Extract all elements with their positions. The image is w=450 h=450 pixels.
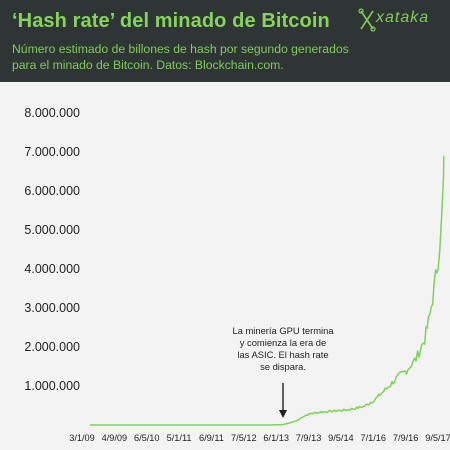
x-tick-label: 7/1/16 bbox=[360, 433, 386, 443]
x-tick-label: 7/9/13 bbox=[296, 433, 322, 443]
annotation-text: se dispara. bbox=[260, 361, 306, 372]
x-tick-label: 5/1/11 bbox=[167, 433, 192, 443]
x-tick-label: 7/5/12 bbox=[231, 433, 257, 443]
y-tick-label: 7.000.000 bbox=[24, 145, 80, 159]
hash-rate-line bbox=[90, 155, 445, 426]
y-tick-label: 4.000.000 bbox=[24, 262, 80, 276]
annotation-text: y comienza la era de bbox=[240, 337, 327, 348]
x-tick-label: 6/5/10 bbox=[134, 433, 160, 443]
x-tick-label: 7/9/16 bbox=[393, 433, 419, 443]
x-tick-label: 9/5/14 bbox=[328, 433, 354, 443]
logo-wordmark: xataka bbox=[376, 9, 430, 26]
y-tick-label: 2.000.000 bbox=[24, 340, 80, 354]
annotation-text: La minería GPU termina bbox=[232, 325, 334, 336]
xataka-logo: xataka bbox=[358, 8, 438, 32]
xataka-logo-mark-icon bbox=[358, 8, 376, 32]
y-tick-label: 5.000.000 bbox=[24, 223, 80, 237]
y-tick-label: 6.000.000 bbox=[24, 184, 80, 198]
chart-subtitle: Número estimado de billones de hash por … bbox=[12, 42, 349, 72]
annotation-arrow-head bbox=[279, 410, 287, 418]
y-tick-label: 1.000.000 bbox=[24, 379, 80, 393]
x-tick-label: 6/9/11 bbox=[199, 433, 224, 443]
chart-header: ‘Hash rate’ del minado de Bitcoin Número… bbox=[0, 0, 450, 82]
chart-title: ‘Hash rate’ del minado de Bitcoin bbox=[12, 10, 330, 32]
annotation-text: las ASIC. El hash rate bbox=[237, 349, 328, 360]
x-tick-label: 4/9/09 bbox=[102, 433, 128, 443]
y-tick-label: 3.000.000 bbox=[24, 301, 80, 315]
y-tick-label: 8.000.000 bbox=[24, 106, 80, 120]
x-tick-label: 6/1/13 bbox=[263, 433, 289, 443]
x-tick-label: 9/5/17 bbox=[425, 433, 450, 443]
x-tick-label: 3/1/09 bbox=[69, 433, 95, 443]
